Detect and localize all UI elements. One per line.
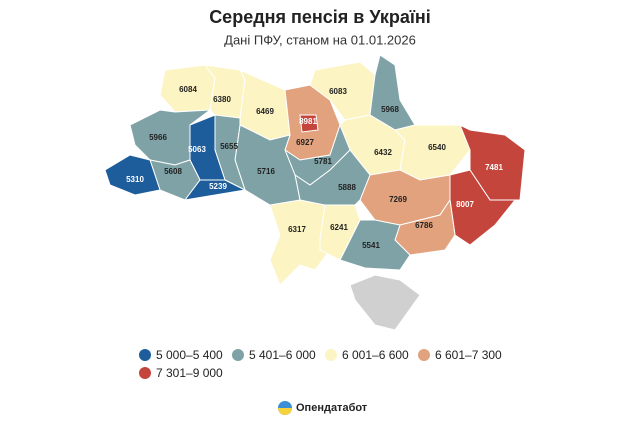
region	[299, 114, 319, 133]
region-label: 6083	[329, 87, 347, 96]
brand-name: Опендатабот	[296, 402, 368, 414]
region-label: 5655	[220, 142, 238, 151]
crimea	[349, 274, 421, 331]
region	[129, 109, 212, 166]
region-label: 6540	[428, 143, 446, 152]
region	[394, 124, 471, 181]
region-label: 5063	[188, 145, 206, 154]
legend-label: 6 601–7 300	[435, 348, 502, 362]
legend-swatch	[418, 349, 430, 361]
region-label: 7481	[485, 163, 503, 172]
region	[183, 179, 247, 201]
region-label: 5541	[362, 241, 380, 250]
region-label: 5310	[126, 175, 144, 184]
brand: Опендатабот	[278, 401, 368, 415]
region-label: 6432	[374, 148, 392, 157]
region	[319, 204, 361, 261]
region-label: 5966	[149, 133, 167, 142]
region-label: 5968	[381, 105, 399, 114]
brand-icon-half	[278, 408, 292, 415]
region-label: 6380	[213, 95, 231, 104]
legend-label: 5 401–6 000	[249, 348, 316, 362]
legend-swatch	[139, 367, 151, 379]
region-label: 6786	[415, 221, 433, 230]
region-label: 8981	[299, 117, 317, 126]
legend-label: 7 301–9 000	[156, 366, 223, 380]
region-label: 8007	[456, 200, 474, 209]
region-label: 5888	[338, 183, 356, 192]
region-label: 6927	[296, 138, 314, 147]
legend-swatch	[139, 349, 151, 361]
legend-swatch	[232, 349, 244, 361]
region-label: 6469	[256, 107, 274, 116]
region-label: 5239	[209, 182, 227, 191]
region-label: 6241	[330, 223, 348, 232]
legend-label: 6 001–6 600	[342, 348, 409, 362]
title: Середня пенсія в Україні	[209, 7, 431, 27]
legend-swatch	[325, 349, 337, 361]
region-label: 7269	[389, 195, 407, 204]
region-label: 5781	[314, 157, 332, 166]
region-label: 5716	[257, 167, 275, 176]
region-label: 6317	[288, 225, 306, 234]
region-label: 6084	[179, 85, 197, 94]
region-label: 5608	[164, 167, 182, 176]
region	[104, 154, 161, 196]
region	[294, 149, 371, 206]
subtitle: Дані ПФУ, станом на 01.01.2026	[224, 32, 416, 47]
region	[459, 123, 526, 201]
legend-label: 5 000–5 400	[156, 348, 223, 362]
